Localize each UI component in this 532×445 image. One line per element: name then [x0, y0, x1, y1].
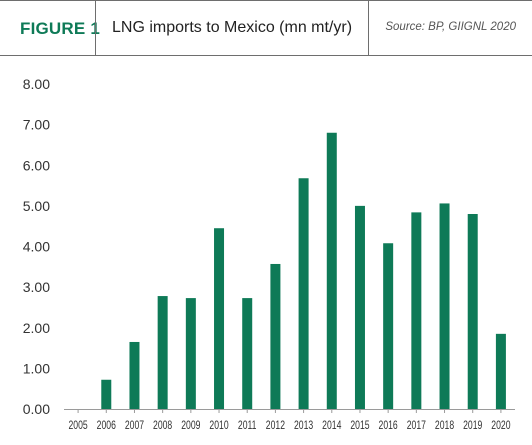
x-tick-label: 2016 — [379, 420, 398, 433]
x-tick-label: 2009 — [181, 420, 200, 433]
bar-2016 — [383, 243, 394, 409]
bar-2012 — [270, 263, 281, 409]
y-tick-label: 2.00 — [23, 320, 50, 336]
bar-2013 — [298, 178, 309, 409]
bar-2009 — [185, 298, 196, 409]
bar-2017 — [411, 212, 422, 409]
x-tick-label: 2019 — [463, 420, 482, 433]
x-tick-label: 2018 — [435, 420, 454, 433]
y-tick-label: 1.00 — [23, 360, 50, 376]
x-tick-label: 2011 — [238, 420, 257, 433]
source-note: Source: BP, GIIGNL 2020 — [385, 21, 516, 33]
figure-header: FIGURE 1 LNG imports to Mexico (mn mt/yr… — [0, 0, 532, 56]
x-tick-label: 2020 — [491, 420, 510, 433]
bar-2018 — [439, 203, 450, 409]
x-tick-label: 2012 — [266, 420, 285, 433]
y-tick-label: 8.00 — [23, 76, 50, 92]
x-tick-label: 2013 — [294, 420, 313, 433]
x-tick-label: 2014 — [322, 420, 341, 433]
y-tick-label: 0.00 — [23, 401, 50, 417]
header-divider-left — [95, 1, 96, 56]
x-tick-label: 2006 — [97, 420, 116, 433]
x-tick-label: 2008 — [153, 420, 172, 433]
y-tick-label: 5.00 — [23, 198, 50, 214]
bar-2020 — [495, 333, 506, 409]
bar-2015 — [354, 205, 365, 409]
y-tick-label: 4.00 — [23, 239, 50, 255]
bar-2011 — [242, 298, 253, 409]
bar-2014 — [326, 132, 337, 409]
header-divider-right — [368, 1, 369, 56]
y-tick-label: 6.00 — [23, 157, 50, 173]
bar-2006 — [101, 379, 112, 409]
y-tick-label: 3.00 — [23, 279, 50, 295]
bar-2010 — [214, 228, 225, 409]
bar-2007 — [129, 341, 140, 409]
x-tick-label: 2010 — [209, 420, 228, 433]
chart-title: LNG imports to Mexico (mn mt/yr) — [112, 19, 353, 36]
x-tick-label: 2015 — [350, 420, 369, 433]
x-tick-label: 2017 — [407, 420, 426, 433]
x-tick-label: 2007 — [125, 420, 144, 433]
bar-2019 — [467, 214, 478, 409]
x-tick-label: 2005 — [68, 420, 87, 433]
bar-2008 — [157, 296, 168, 409]
y-tick-label: 7.00 — [23, 117, 50, 133]
figure-label: FIGURE 1 — [20, 19, 101, 38]
